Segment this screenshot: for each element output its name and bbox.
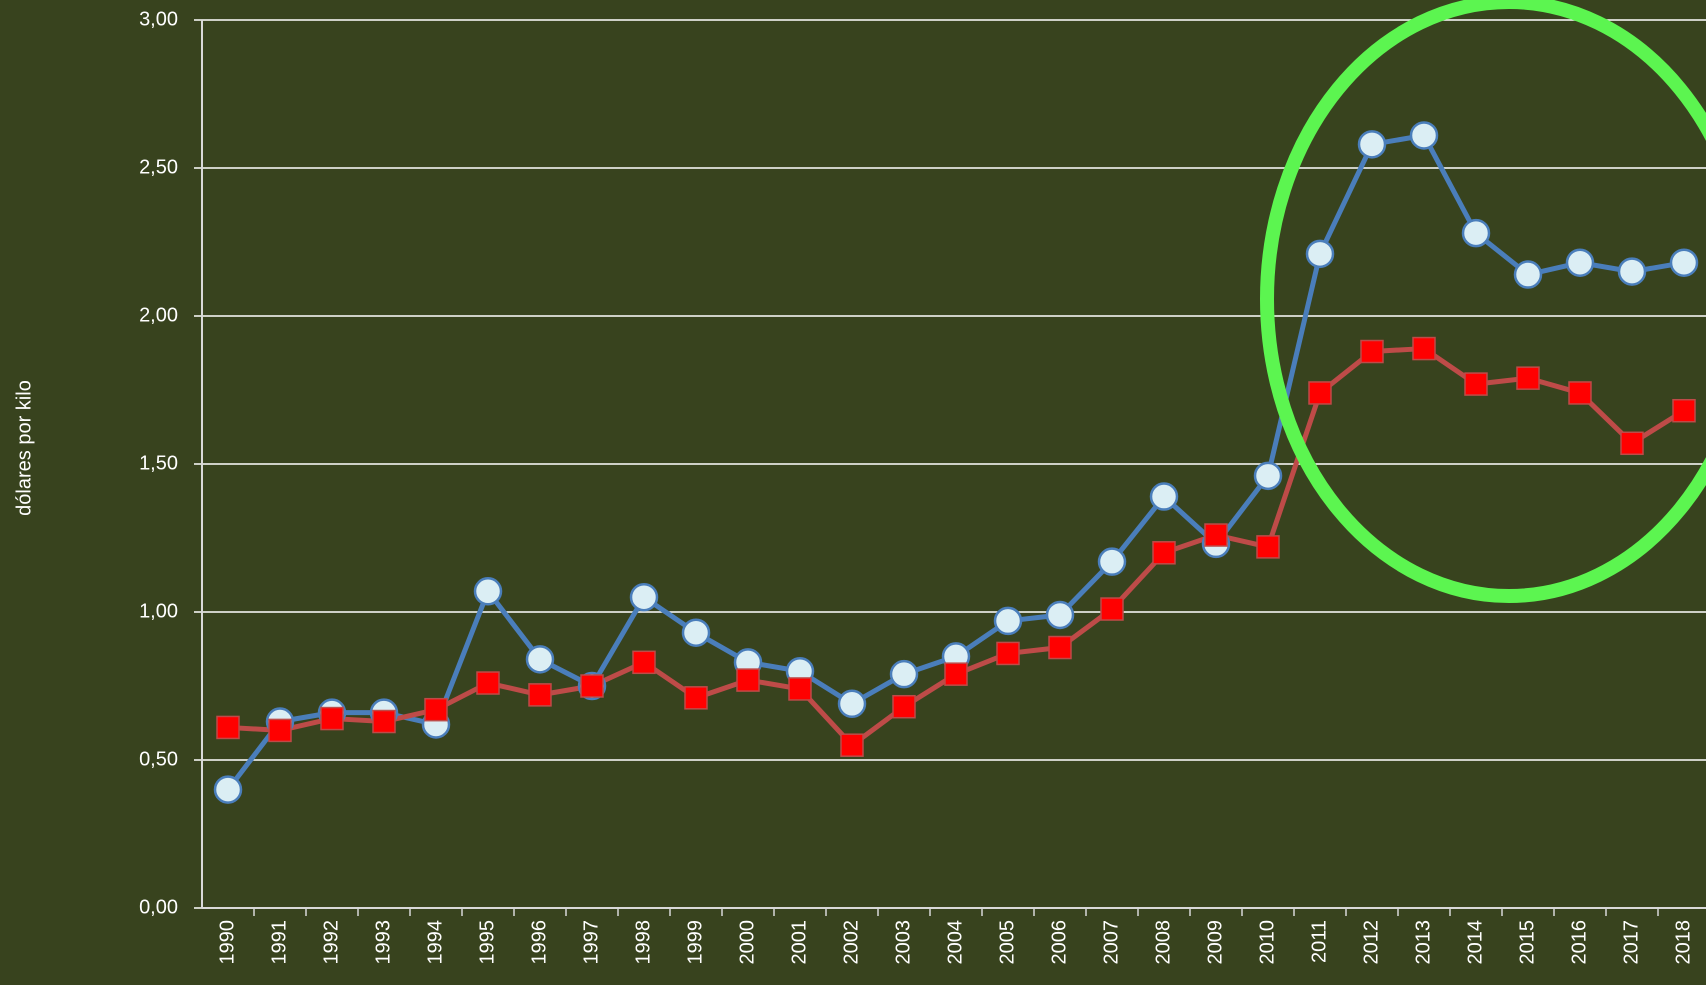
y-tick-label: 0,50 [139, 748, 178, 770]
marker [632, 650, 656, 675]
marker [684, 686, 708, 710]
marker [1617, 257, 1647, 286]
x-tick-label: 1995 [476, 920, 498, 965]
marker [1464, 372, 1488, 396]
x-tick-label: 2001 [788, 920, 810, 965]
marker [1669, 248, 1699, 277]
marker [372, 709, 396, 734]
y-tick-label: 1,00 [139, 600, 178, 622]
marker [216, 715, 240, 740]
y-tick-label: 2,50 [139, 156, 178, 178]
x-tick-label: 1998 [632, 920, 654, 965]
marker [1672, 398, 1696, 423]
marker [268, 718, 292, 743]
marker [525, 645, 555, 674]
marker [580, 674, 604, 698]
marker [1620, 431, 1644, 456]
x-tick-label: 2004 [944, 920, 966, 965]
x-tick-label: 1992 [320, 920, 342, 965]
x-tick-label: 2005 [996, 920, 1018, 965]
x-tick-label: 2003 [892, 920, 914, 965]
marker [889, 659, 919, 689]
marker [528, 683, 552, 707]
x-tick-label: 1991 [268, 920, 290, 965]
marker [1204, 523, 1228, 547]
x-tick-label: 2002 [840, 920, 862, 965]
x-tick-label: 2011 [1308, 920, 1330, 963]
marker [1152, 541, 1176, 565]
marker [1308, 381, 1332, 405]
x-tick-label: 1996 [528, 920, 550, 965]
x-tick-label: 1990 [216, 920, 238, 965]
x-tick-label: 2015 [1516, 920, 1538, 965]
marker [993, 606, 1023, 636]
x-tick-label: 2013 [1412, 920, 1434, 965]
marker [1253, 461, 1283, 491]
marker [629, 582, 659, 612]
marker [1045, 600, 1075, 630]
marker [1412, 336, 1436, 361]
x-tick-label: 2000 [736, 920, 758, 965]
marker [840, 733, 864, 757]
x-tick-label: 2012 [1360, 920, 1382, 965]
x-tick-label: 1994 [424, 920, 446, 965]
y-tick-label: 0,00 [139, 896, 178, 918]
y-tick-label: 1,50 [139, 452, 178, 474]
x-tick-label: 2017 [1620, 920, 1642, 965]
marker [788, 677, 812, 701]
marker [476, 671, 500, 695]
x-tick-label: 2016 [1568, 920, 1590, 965]
marker [944, 662, 968, 686]
marker [837, 689, 867, 719]
x-tick-label: 2014 [1464, 920, 1486, 965]
x-tick-label: 2009 [1204, 920, 1226, 965]
marker [1048, 635, 1072, 660]
marker [1149, 482, 1179, 511]
marker [1097, 547, 1127, 576]
marker [320, 706, 344, 731]
marker [1513, 260, 1543, 289]
marker [1516, 366, 1540, 390]
marker [1409, 121, 1439, 150]
marker [1461, 218, 1491, 248]
x-tick-label: 2008 [1152, 920, 1174, 965]
marker [1100, 597, 1124, 621]
marker [473, 577, 503, 606]
marker [1256, 535, 1280, 559]
x-tick-label: 1997 [580, 920, 602, 965]
marker [424, 697, 448, 722]
markers [213, 121, 1699, 804]
y-tick-label: 3,00 [139, 8, 178, 30]
marker [1568, 381, 1592, 405]
x-tick-label: 2007 [1100, 920, 1122, 965]
marker [213, 775, 243, 804]
marker [1360, 339, 1384, 364]
marker [736, 668, 760, 692]
marker [681, 618, 711, 647]
marker [1565, 248, 1595, 277]
highlight-ellipse [1260, 0, 1706, 603]
x-tick-label: 1993 [372, 920, 394, 965]
y-axis-label: dólares por kilo [13, 380, 35, 516]
marker [1305, 239, 1335, 269]
grid: 0,00 0,50 1,00 1,50 2,00 2,50 3,00 1990 1991 1992… [139, 8, 1706, 965]
x-tick-label: 1999 [684, 920, 706, 965]
y-tick-label: 2,00 [139, 304, 178, 326]
x-tick-label: 2018 [1672, 920, 1694, 965]
x-tick-label: 2006 [1048, 920, 1070, 965]
x-tick-label: 2010 [1256, 920, 1278, 965]
marker [996, 641, 1020, 666]
marker [892, 694, 916, 719]
marker [1357, 130, 1387, 159]
